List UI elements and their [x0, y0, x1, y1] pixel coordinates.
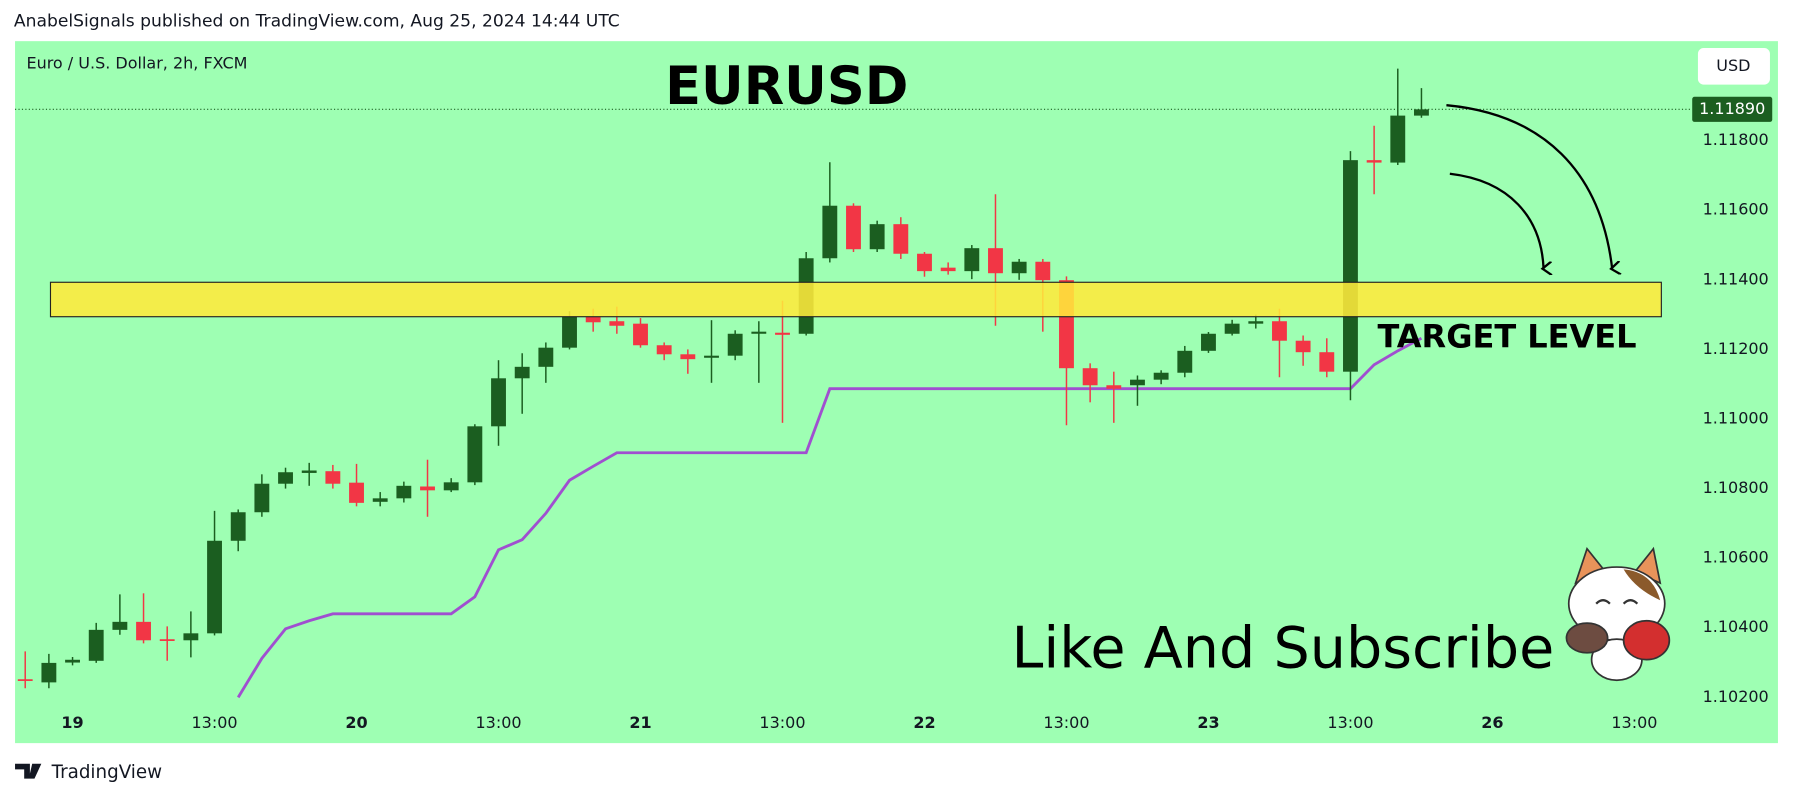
y-tick-label: 1.10200 [1703, 687, 1769, 706]
candle-body [230, 512, 246, 541]
candle-body [1011, 261, 1027, 274]
candle-body [1390, 115, 1406, 163]
candle-body [183, 633, 199, 641]
candle-body [1295, 340, 1311, 353]
candle-body [893, 224, 909, 254]
candle-body [443, 482, 459, 491]
candle-body [349, 482, 364, 503]
candle-body [1248, 321, 1264, 324]
candle-body [112, 621, 128, 630]
candle-body [775, 332, 790, 335]
candle-body [1272, 321, 1287, 341]
candle-body [1035, 261, 1051, 281]
candle-body [159, 639, 175, 641]
candle-body [680, 354, 696, 360]
x-tick-label: 13:00 [191, 713, 237, 732]
indicator-line [236, 337, 1423, 699]
x-tick-label: 26 [1481, 713, 1503, 732]
candle-body [917, 253, 932, 272]
chart-background [15, 41, 1778, 744]
candle-body [136, 621, 151, 641]
candle-body [420, 486, 435, 491]
annotation: Like And Subscribe [1012, 615, 1555, 681]
candle-body [846, 205, 861, 250]
candle-body [964, 248, 980, 272]
y-tick-label: 1.10800 [1703, 478, 1769, 497]
x-tick-label: 19 [61, 713, 83, 732]
x-tick-label: 13:00 [1043, 713, 1089, 732]
candle-body [751, 331, 767, 334]
overlay: 1.10200 1.10400 1.10600 1.10800 1.11000 1.112… [15, 96, 1773, 732]
y-tick-label: 1.10600 [1703, 548, 1769, 567]
candle-body [301, 470, 317, 473]
arrow [1446, 104, 1612, 268]
candle-body [278, 472, 293, 484]
candle-body [1343, 160, 1358, 372]
candle-body [538, 347, 554, 367]
candle-body [727, 333, 743, 356]
footer-brand: TradingView [51, 762, 163, 783]
candle-body [491, 378, 506, 427]
last-price-label: 1.11890 [1699, 99, 1765, 118]
candle-body [1414, 109, 1429, 116]
candle-body [585, 316, 601, 323]
candle-body [254, 483, 270, 513]
x-tick-label: 13:00 [1327, 713, 1373, 732]
x-tick-label: 13:00 [475, 713, 521, 732]
candle-body [65, 659, 80, 663]
zone-label: TARGET LEVEL [1377, 317, 1636, 355]
currency-box[interactable] [1697, 48, 1770, 85]
candle-body [988, 248, 1003, 274]
y-tick-label: 1.11400 [1703, 269, 1769, 288]
candle-body [1366, 160, 1382, 163]
y-tick-label: 1.11600 [1703, 200, 1769, 219]
publish-header: AnabelSignals published on TradingView.c… [14, 12, 620, 32]
candle-body [88, 629, 104, 661]
mascot [1565, 546, 1671, 682]
x-tick-label: 20 [345, 713, 367, 732]
symbol-label: Euro / U.S. Dollar, 2h, FXCM [26, 54, 247, 73]
candle-body [372, 498, 388, 502]
candle-body [940, 267, 956, 272]
candle-body [17, 679, 33, 681]
x-tick-label: 21 [629, 713, 651, 732]
x-tick-label: 13:00 [1611, 713, 1657, 732]
candle-body [467, 426, 483, 483]
candle-body [1177, 350, 1193, 373]
candle-body [207, 540, 222, 634]
candle-body [1153, 372, 1169, 380]
target-zone [49, 281, 1662, 318]
candle-body [609, 321, 625, 326]
arrow [1449, 172, 1544, 269]
candle-body [325, 471, 341, 484]
y-tick-label: 1.10400 [1703, 617, 1769, 636]
candle-body [1082, 368, 1098, 386]
candle-body [1201, 333, 1216, 351]
candle-body [1224, 323, 1240, 334]
candle-body [41, 662, 57, 683]
last-price-box [1692, 96, 1773, 122]
candle-body [396, 485, 412, 499]
y-tick-label: 1.11800 [1703, 130, 1769, 149]
x-tick-label: 22 [913, 713, 935, 732]
candle-body [822, 205, 838, 259]
chart-title: EURUSD [665, 56, 908, 117]
currency-label[interactable]: USD [1716, 56, 1750, 75]
x-tick-label: 13:00 [759, 713, 805, 732]
candle-body [656, 345, 672, 355]
y-tick-label: 1.11200 [1703, 339, 1769, 358]
candle-body [1130, 379, 1145, 386]
candle-body [1319, 352, 1335, 372]
candle-body [869, 224, 885, 250]
y-tick-label: 1.11000 [1703, 409, 1769, 428]
candle-body [562, 316, 577, 348]
x-tick-label: 23 [1197, 713, 1219, 732]
candle-body [514, 366, 530, 379]
candle-body [633, 323, 648, 346]
candle-body [704, 355, 719, 358]
tradingview-logo [15, 763, 42, 779]
candle-body [1106, 385, 1122, 389]
